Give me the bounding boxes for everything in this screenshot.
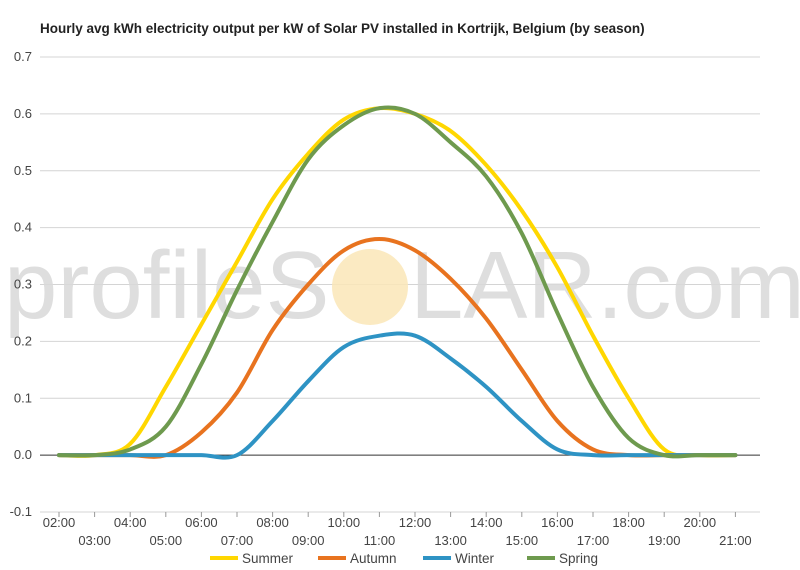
x-tick-label: 16:00 [541, 515, 574, 530]
legend-label-winter: Winter [455, 551, 495, 566]
watermark-text-left: profileS [4, 232, 330, 339]
watermark: profileS LAR.com [4, 232, 800, 339]
legend-label-autumn: Autumn [350, 551, 397, 566]
x-tick-label: 04:00 [114, 515, 147, 530]
y-tick-label: -0.1 [10, 504, 32, 519]
x-tick-label: 02:00 [43, 515, 76, 530]
series-line-winter [57, 331, 738, 460]
x-tick-label: 05:00 [150, 533, 183, 548]
x-tick-label: 09:00 [292, 533, 325, 548]
series-lines [57, 105, 738, 460]
series-line-spring [57, 105, 738, 459]
legend-label-summer: Summer [242, 551, 294, 566]
x-tick-label: 19:00 [648, 533, 681, 548]
y-tick-label: 0.6 [14, 106, 32, 121]
x-tick-label: 08:00 [256, 515, 289, 530]
y-tick-label: 0.4 [14, 220, 32, 235]
watermark-sun-icon [332, 249, 408, 325]
legend-label-spring: Spring [559, 551, 598, 566]
y-tick-label: 0.0 [14, 447, 32, 462]
y-tick-label: 0.1 [14, 390, 32, 405]
y-tick-label: 0.7 [14, 49, 32, 64]
x-tick-label: 20:00 [684, 515, 717, 530]
axes: -0.1 0.0 0.1 0.2 0.3 0.4 0.5 0.6 0.7 02:0003:0004… [10, 49, 760, 548]
chart-title: Hourly avg kWh electricity output per kW… [40, 21, 645, 36]
x-tick-label: 11:00 [364, 533, 396, 548]
watermark-text-right: LAR.com [410, 232, 800, 339]
x-tick-label: 13:00 [434, 533, 467, 548]
y-tick-label: 0.5 [14, 163, 32, 178]
x-tick-label: 10:00 [328, 515, 361, 530]
x-tick-label: 14:00 [470, 515, 503, 530]
y-tick-label: 0.2 [14, 333, 32, 348]
y-tick-label: 0.3 [14, 277, 32, 292]
x-tick-label: 15:00 [506, 533, 539, 548]
x-tick-label: 18:00 [612, 515, 645, 530]
x-tick-label: 07:00 [221, 533, 254, 548]
x-tick-label: 06:00 [185, 515, 218, 530]
x-tick-label: 21:00 [719, 533, 752, 548]
x-tick-label: 12:00 [399, 515, 432, 530]
x-tick-label: 17:00 [577, 533, 610, 548]
legend: Summer Autumn Winter Spring [210, 551, 598, 566]
x-tick-label: 03:00 [78, 533, 111, 548]
